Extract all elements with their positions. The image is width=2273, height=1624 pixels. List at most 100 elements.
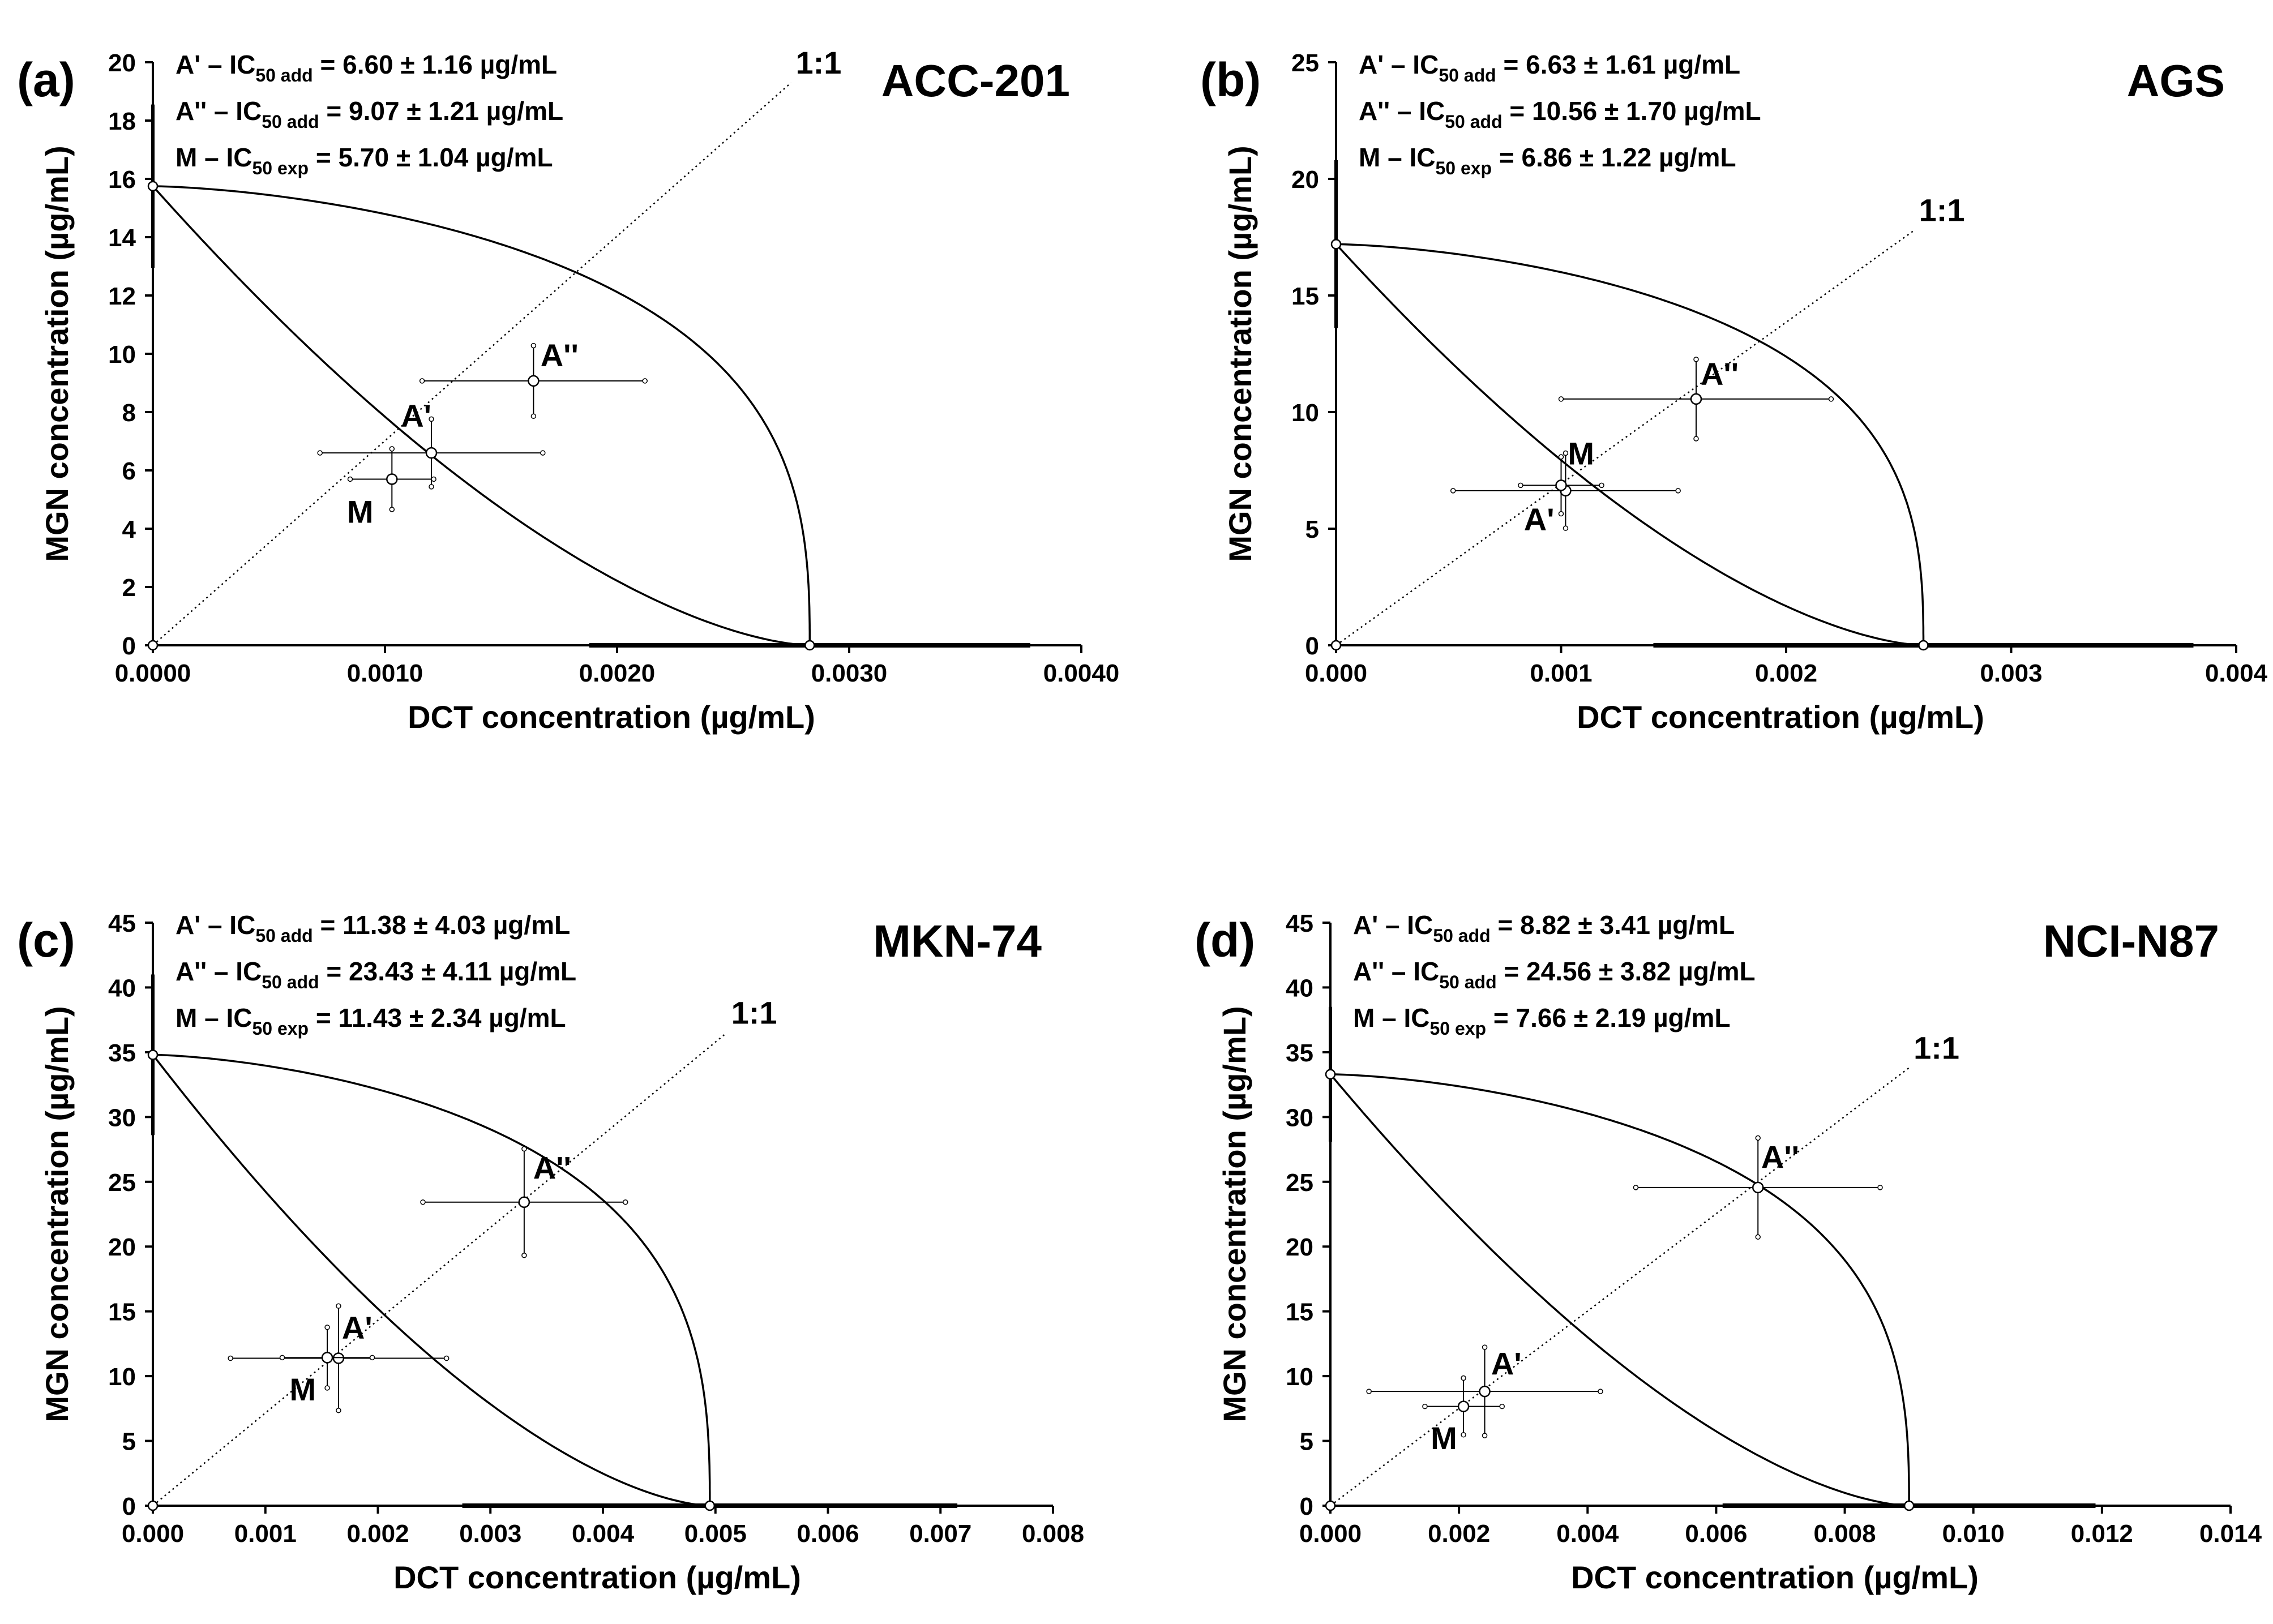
point-label: A'' — [1701, 356, 1739, 392]
annotation-value: = 5.70 ± 1.04 µg/mL — [309, 143, 553, 172]
ratio-line-1-1 — [1335, 229, 1915, 646]
annotation-subscript: 50 add — [1439, 972, 1496, 992]
annotation-value: = 9.07 ± 1.21 µg/mL — [319, 96, 563, 126]
annotation-prefix: A'' – IC — [1353, 957, 1439, 986]
error-bar-cap — [521, 1253, 527, 1258]
error-bar-cap — [1598, 1389, 1603, 1394]
error-bar-cap — [324, 1385, 330, 1391]
y-tick-label: 40 — [1286, 974, 1313, 1002]
ic50-annotation: A' – IC50 add = 6.60 ± 1.16 µg/mL — [175, 50, 557, 85]
error-bar-cap — [279, 1355, 285, 1361]
y-tick-label: 16 — [108, 166, 136, 194]
error-bar-cap — [429, 484, 434, 490]
x-axis-title: DCT concentration (µg/mL) — [408, 699, 815, 735]
annotation-prefix: A' – IC — [175, 910, 255, 940]
error-bar-cap — [429, 416, 434, 422]
y-tick-label: 0 — [122, 1493, 136, 1520]
x-tick-label: 0.0000 — [115, 659, 191, 687]
error-bar-cap — [1599, 482, 1604, 489]
x-tick-label: 0.008 — [1814, 1520, 1876, 1548]
x-tick-label: 0.000 — [1305, 659, 1367, 687]
point-marker — [1690, 393, 1702, 405]
data-point-m: M — [279, 1325, 375, 1407]
annotation-subscript: 50 add — [255, 925, 313, 946]
error-bar-cap — [1693, 357, 1699, 362]
y-tick-label: 10 — [108, 341, 136, 368]
y-tick-label: 0 — [1305, 632, 1319, 660]
point-label: M — [1568, 435, 1594, 471]
y-tick-label: 10 — [1291, 399, 1319, 427]
annotation-prefix: A'' – IC — [175, 96, 262, 126]
isobole-lower-curve — [1335, 243, 1924, 646]
error-bar-cap — [317, 450, 323, 456]
data-point-app: A'' — [1633, 1135, 1883, 1240]
ic50-annotation: A'' – IC50 add = 23.43 ± 4.11 µg/mL — [175, 957, 576, 992]
x-tick-label: 0.0010 — [347, 659, 423, 687]
annotation-prefix: A' – IC — [1353, 910, 1433, 940]
error-bar-cap — [1482, 1433, 1488, 1438]
error-bar-cap — [521, 1146, 527, 1152]
error-bar-cap — [1675, 488, 1681, 494]
x-tick-label: 0.0040 — [1043, 659, 1120, 687]
ratio-label: 1:1 — [731, 995, 777, 1031]
x-tick-label: 0.002 — [1428, 1520, 1490, 1548]
chart-panel-acc-201: 0.0000 0.0010 0.0020 0.0030 0.0040 0 2 4 6 8 10 12 1… — [17, 45, 1119, 735]
ic50-annotation: A'' – IC50 add = 9.07 ± 1.21 µg/mL — [175, 96, 563, 132]
y-tick-label: 5 — [1300, 1428, 1313, 1456]
y-tick-label: 10 — [1286, 1363, 1313, 1391]
y-tick-label: 0 — [122, 632, 136, 660]
annotation-value: = 24.56 ± 3.82 µg/mL — [1497, 957, 1756, 986]
annotation-value: = 11.43 ± 2.34 µg/mL — [309, 1003, 566, 1032]
panel-letter: (d) — [1195, 914, 1255, 967]
error-bar-cap — [1563, 525, 1569, 531]
data-point-ap: A' — [228, 1303, 450, 1413]
point-marker — [425, 447, 438, 459]
error-bar-cap — [1518, 482, 1523, 489]
data-point-ap: A' — [1366, 1344, 1603, 1438]
annotation-subscript: 50 add — [255, 65, 313, 85]
error-bar-cap — [1461, 1375, 1466, 1381]
point-marker — [518, 1196, 530, 1208]
point-label: M — [290, 1372, 316, 1407]
y-tick-label: 18 — [108, 108, 136, 135]
error-bar-cap — [389, 446, 395, 452]
mgn-ic50-marker — [1330, 239, 1342, 250]
error-bar-cap — [336, 1303, 341, 1309]
ratio-label: 1:1 — [796, 45, 842, 80]
x-tick-label: 0.014 — [2199, 1520, 2262, 1548]
y-tick-label: 35 — [108, 1039, 136, 1067]
x-tick-label: 0.012 — [2071, 1520, 2133, 1548]
x-tick-label: 0.003 — [1980, 659, 2042, 687]
annotation-prefix: A' – IC — [175, 50, 255, 79]
cell-line-title: AGS — [2127, 55, 2225, 106]
y-tick-label: 8 — [122, 399, 136, 427]
error-bar-cap — [420, 1199, 426, 1205]
y-tick-label: 30 — [108, 1104, 136, 1132]
y-tick-label: 20 — [1286, 1233, 1313, 1261]
ic50-annotation: A'' – IC50 add = 10.56 ± 1.70 µg/mL — [1359, 96, 1761, 132]
cell-line-title: NCI-N87 — [2043, 916, 2219, 966]
point-label: A' — [1524, 502, 1555, 537]
error-bar-cap — [623, 1199, 628, 1205]
chart-panel-mkn-74: 0.000 0.001 0.002 0.003 0.004 0.005 0.006 0.007… — [17, 910, 1084, 1595]
x-tick-label: 0.004 — [572, 1520, 635, 1548]
error-bar-cap — [431, 476, 436, 482]
x-tick-label: 0.004 — [1556, 1520, 1619, 1548]
point-label: A'' — [541, 337, 579, 373]
ic50-annotation: M – IC50 exp = 5.70 ± 1.04 µg/mL — [175, 143, 553, 178]
error-bar-cap — [642, 378, 648, 384]
mgn-ic50-marker — [147, 1049, 159, 1060]
annotation-prefix: M – IC — [1353, 1003, 1429, 1032]
annotation-value: = 7.66 ± 2.19 µg/mL — [1486, 1003, 1730, 1032]
error-bar-cap — [1461, 1432, 1466, 1438]
y-tick-label: 15 — [108, 1299, 136, 1326]
error-bar-cap — [1499, 1403, 1505, 1409]
ratio-line-1-1 — [152, 1032, 727, 1506]
data-point-ap: A' — [317, 398, 546, 490]
x-tick-label: 0.0030 — [811, 659, 888, 687]
point-label: M — [1431, 1420, 1457, 1456]
y-tick-label: 20 — [1291, 166, 1319, 194]
x-tick-label: 0.001 — [234, 1520, 297, 1548]
dct-ic50-marker — [1903, 1500, 1915, 1511]
isobole-lower-curve — [152, 185, 810, 646]
